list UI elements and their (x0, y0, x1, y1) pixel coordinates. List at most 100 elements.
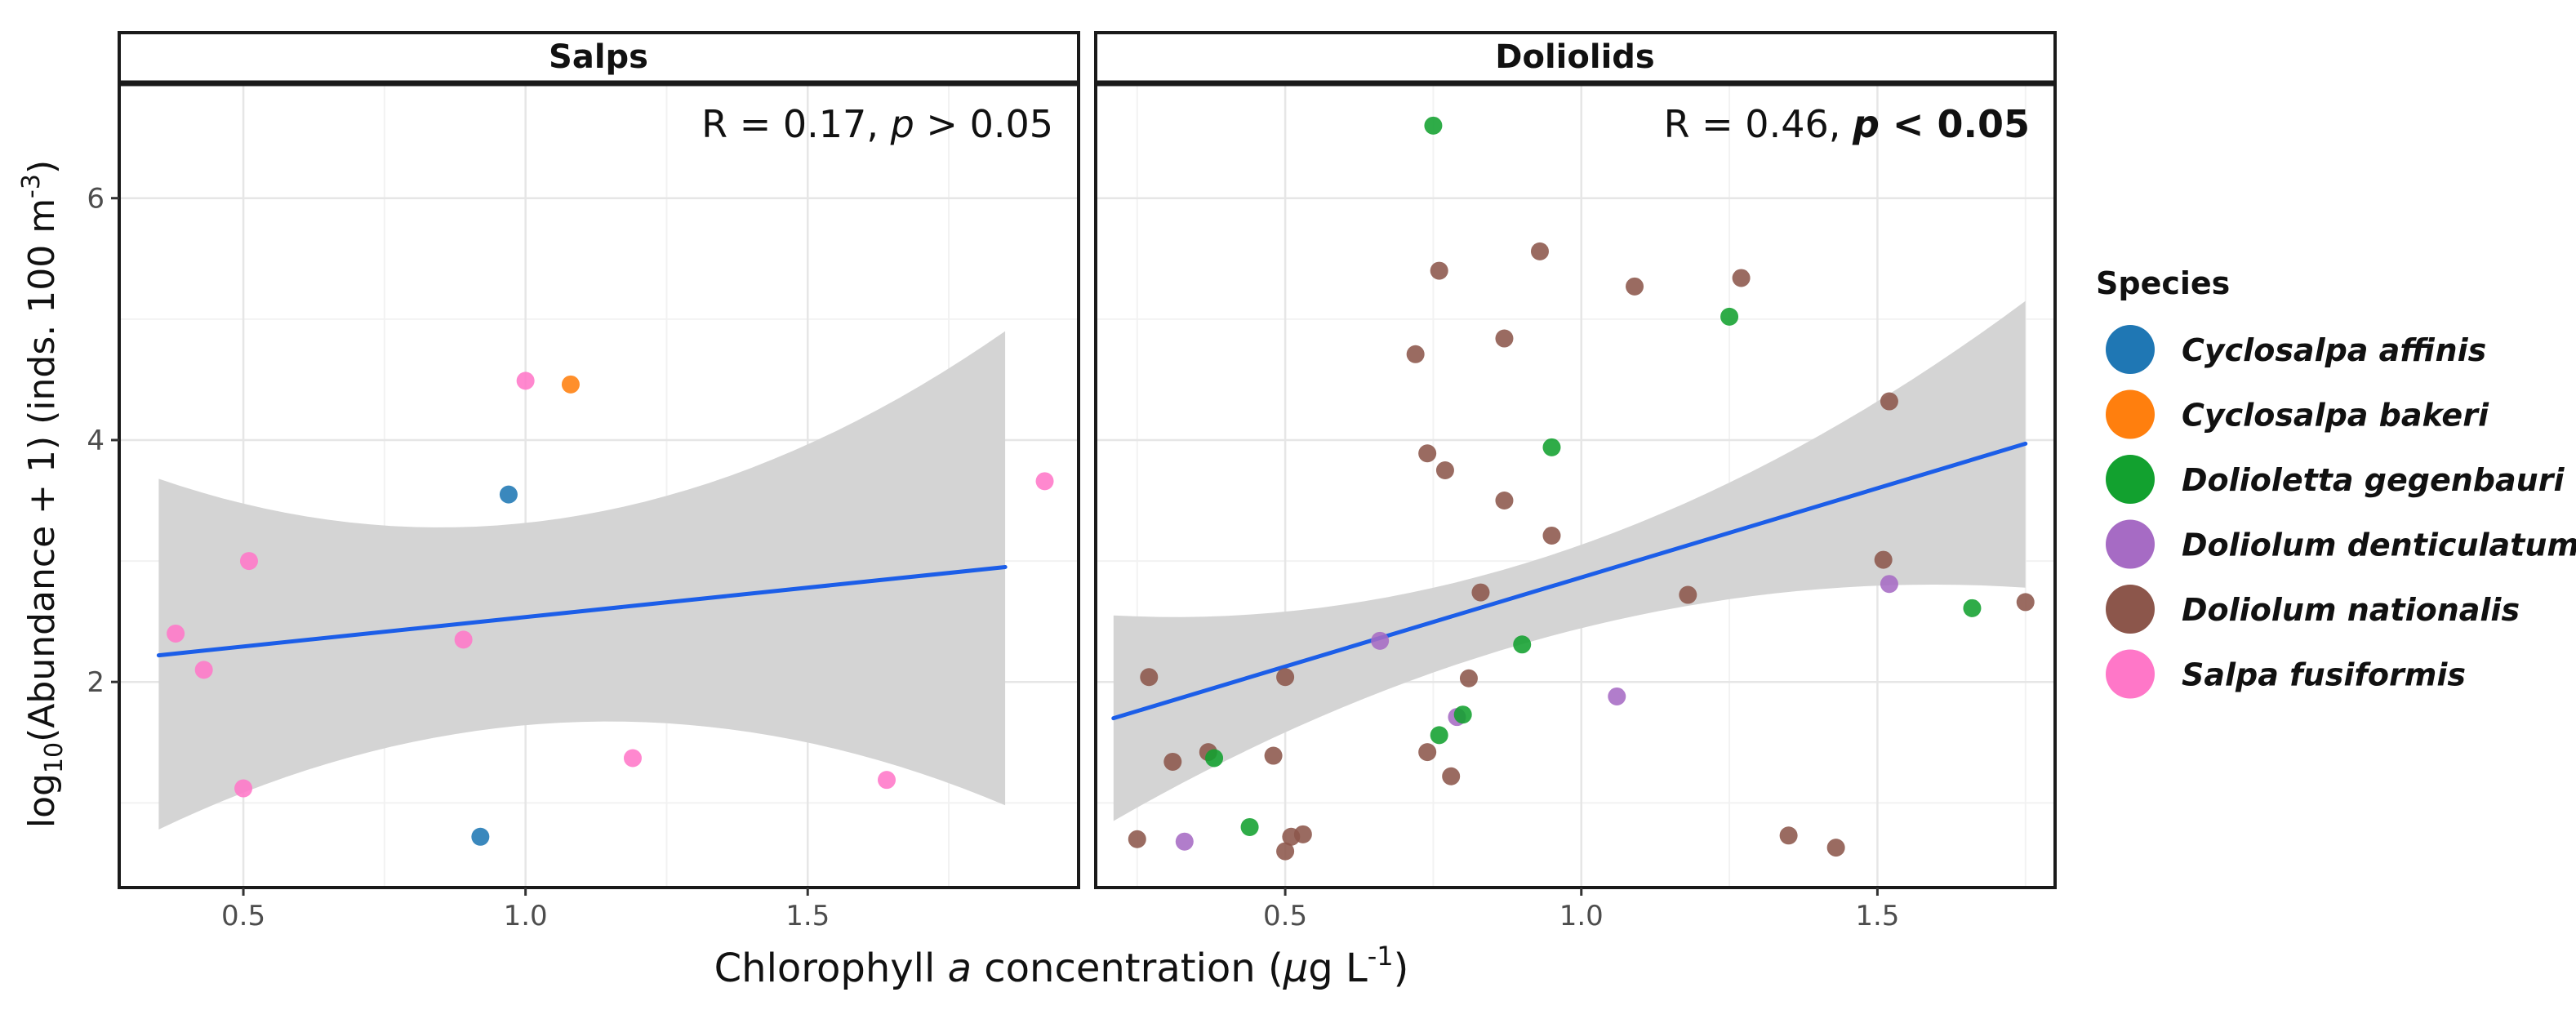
panel-salps-regression-line (156, 564, 1008, 658)
panel-salps-y-ticks: 2 4 6 (87, 183, 119, 699)
x-axis-label-mu: μ (1283, 946, 1309, 991)
y-axis-label-close: ) (21, 160, 63, 174)
panel-doliolids-point-doliolum-nationalis (1471, 583, 1490, 602)
legend-swatch-doliolum-nationalis (2106, 585, 2155, 634)
y-axis-label-prefix: log (21, 773, 63, 828)
legend-label-cyclosalpa-bakeri: Cyclosalpa bakeri (2182, 398, 2489, 434)
panel-doliolids-point-doliolum-nationalis (1140, 668, 1159, 687)
panel-doliolids-point-doliolum-nationalis (1442, 767, 1461, 785)
panel-doliolids-points (1128, 116, 2035, 861)
panel-doliolids-point-dolioletta-gegenbauri (1205, 749, 1224, 768)
panel-doliolids-point-doliolum-nationalis (1430, 261, 1448, 280)
panel-doliolids-point-dolioletta-gegenbauri (1513, 635, 1532, 654)
panel-doliolids-point-doliolum-nationalis (1495, 329, 1514, 348)
panel-doliolids-point-doliolum-nationalis (1418, 444, 1437, 463)
panel-salps-y-tick-label: 4 (87, 425, 105, 457)
legend-swatch-doliolum-denticulatum (2106, 519, 2155, 569)
panel-doliolids-point-doliolum-denticulatum (1880, 575, 1898, 594)
panel-salps-stat-suffix: > 0.05 (914, 102, 1053, 146)
panel-doliolids-regression-line (1111, 441, 2028, 721)
panel-doliolids-point-doliolum-nationalis (1418, 743, 1437, 762)
panel-doliolids-point-dolioletta-gegenbauri (1963, 598, 1982, 617)
legend-swatch-cyclosalpa-bakeri (2106, 389, 2155, 439)
x-axis-label-close: ) (1394, 946, 1409, 991)
panel-doliolids-point-doliolum-nationalis (1779, 826, 1798, 845)
panel-doliolids-point-dolioletta-gegenbauri (1720, 307, 1739, 326)
panel-doliolids-point-doliolum-nationalis (1276, 842, 1295, 861)
panel-salps-x-tick-label: 0.5 (221, 900, 265, 932)
legend-label-doliolum-denticulatum: Doliolum denticulatum (2182, 527, 2576, 563)
x-axis-label-mid: concentration ( (972, 946, 1284, 991)
y-axis-label-sup: -3 (17, 174, 46, 198)
panel-doliolids-stat-prefix: R = 0.46, (1664, 102, 1853, 146)
panel-salps-points (167, 372, 1054, 846)
panel-doliolids-point-doliolum-nationalis (2016, 593, 2035, 612)
panel-salps-point-salpa-fusiformis (516, 372, 535, 390)
panel-salps-point-salpa-fusiformis (194, 661, 213, 679)
x-axis-label-italic: a (948, 946, 972, 991)
legend-title: Species (2096, 265, 2230, 301)
panel-doliolids-point-doliolum-nationalis (1264, 746, 1283, 765)
legend-label-cyclosalpa-affinis: Cyclosalpa affinis (2182, 332, 2486, 368)
panel-doliolids-point-doliolum-nationalis (1732, 269, 1751, 287)
panel-doliolids-point-dolioletta-gegenbauri (1453, 705, 1472, 724)
panel-doliolids-point-dolioletta-gegenbauri (1542, 438, 1561, 456)
x-axis-label: Chlorophyll a concentration (μg L-1) (714, 941, 1409, 991)
panel-doliolids-point-doliolum-nationalis (1128, 830, 1146, 848)
panel-salps-x-ticks: 0.5 1.0 1.5 (221, 888, 830, 932)
panel-doliolids-title: Doliolids (1495, 38, 1654, 76)
y-axis-label: log10(Abundance + 1) (inds. 100 m-3) (17, 160, 69, 828)
panel-doliolids-point-dolioletta-gegenbauri (1424, 116, 1443, 135)
panel-doliolids-point-doliolum-nationalis (1406, 345, 1425, 363)
panel-doliolids-point-dolioletta-gegenbauri (1240, 817, 1259, 836)
panel-doliolids-strip (1094, 31, 2057, 85)
legend: Species Cyclosalpa affinis Cyclosalpa bak… (2096, 265, 2576, 699)
panel-salps-point-salpa-fusiformis (167, 624, 185, 643)
panel-doliolids-point-doliolum-nationalis (1530, 242, 1549, 260)
panel-salps-point-salpa-fusiformis (1035, 472, 1054, 491)
y-axis-label-sub: 10 (40, 742, 69, 773)
panel-salps-stat-prefix: R = 0.17, (701, 102, 890, 146)
panel-salps-point-salpa-fusiformis (239, 552, 258, 571)
panel-salps-y-tick-label: 2 (87, 666, 105, 699)
legend-swatch-dolioletta-gegenbauri (2106, 455, 2155, 504)
panel-doliolids-point-doliolum-nationalis (1163, 752, 1182, 771)
panel-doliolids-stat-p: p (1852, 102, 1880, 146)
panel-salps-point-cyclosalpa-affinis (471, 827, 490, 846)
panel-doliolids-point-doliolum-nationalis (1435, 461, 1454, 479)
panel-doliolids-point-doliolum-nationalis (1874, 550, 1893, 569)
panel-doliolids-x-tick-label: 1.5 (1855, 900, 1899, 932)
panel-doliolids-x-tick-label: 0.5 (1263, 900, 1307, 932)
panel-salps-title: Salps (549, 38, 648, 76)
panel-doliolids-point-doliolum-nationalis (1276, 668, 1295, 687)
panel-doliolids-stat: R = 0.46, p < 0.05 (1664, 102, 2030, 146)
panel-salps-point-salpa-fusiformis (234, 779, 253, 798)
legend-items: Cyclosalpa affinis Cyclosalpa bakeri Dolio… (2106, 325, 2576, 699)
panel-doliolids-point-doliolum-nationalis (1293, 825, 1312, 843)
panel-doliolids-point-doliolum-nationalis (1495, 492, 1514, 510)
panel-salps-point-cyclosalpa-affinis (499, 485, 518, 504)
panel-salps-ci-ribbon (158, 331, 1006, 830)
legend-label-doliolum-nationalis: Doliolum nationalis (2182, 592, 2520, 628)
panel-salps-point-salpa-fusiformis (454, 630, 473, 649)
panel-doliolids-point-doliolum-denticulatum (1371, 631, 1390, 650)
legend-label-dolioletta-gegenbauri: Dolioletta gegenbauri (2182, 462, 2565, 498)
panel-doliolids-x-ticks: 0.5 1.0 1.5 (1263, 888, 1899, 932)
panel-doliolids-point-doliolum-nationalis (1880, 392, 1898, 411)
panel-doliolids-point-doliolum-nationalis (1679, 585, 1697, 604)
legend-label-salpa-fusiformis: Salpa fusiformis (2182, 657, 2466, 693)
x-axis-label-sup: -1 (1368, 941, 1394, 972)
panel-doliolids-point-doliolum-nationalis (1826, 839, 1845, 857)
panel-salps-y-tick-label: 6 (87, 183, 105, 216)
panel-salps-x-tick-label: 1.5 (785, 900, 830, 932)
y-axis-label-main: (Abundance + 1) (inds. 100 m (21, 198, 63, 742)
panel-doliolids-ci-ribbon (1113, 300, 2026, 821)
panel-doliolids-x-tick-label: 1.0 (1559, 900, 1604, 932)
panel-salps-x-tick-label: 1.0 (504, 900, 548, 932)
panel-salps-point-cyclosalpa-bakeri (561, 375, 580, 394)
panel-doliolids-stat-suffix: < 0.05 (1880, 102, 2030, 146)
panel-doliolids-point-doliolum-denticulatum (1175, 832, 1194, 851)
panel-doliolids-point-doliolum-nationalis (1459, 669, 1478, 687)
panel-doliolids-point-doliolum-denticulatum (1608, 687, 1626, 705)
